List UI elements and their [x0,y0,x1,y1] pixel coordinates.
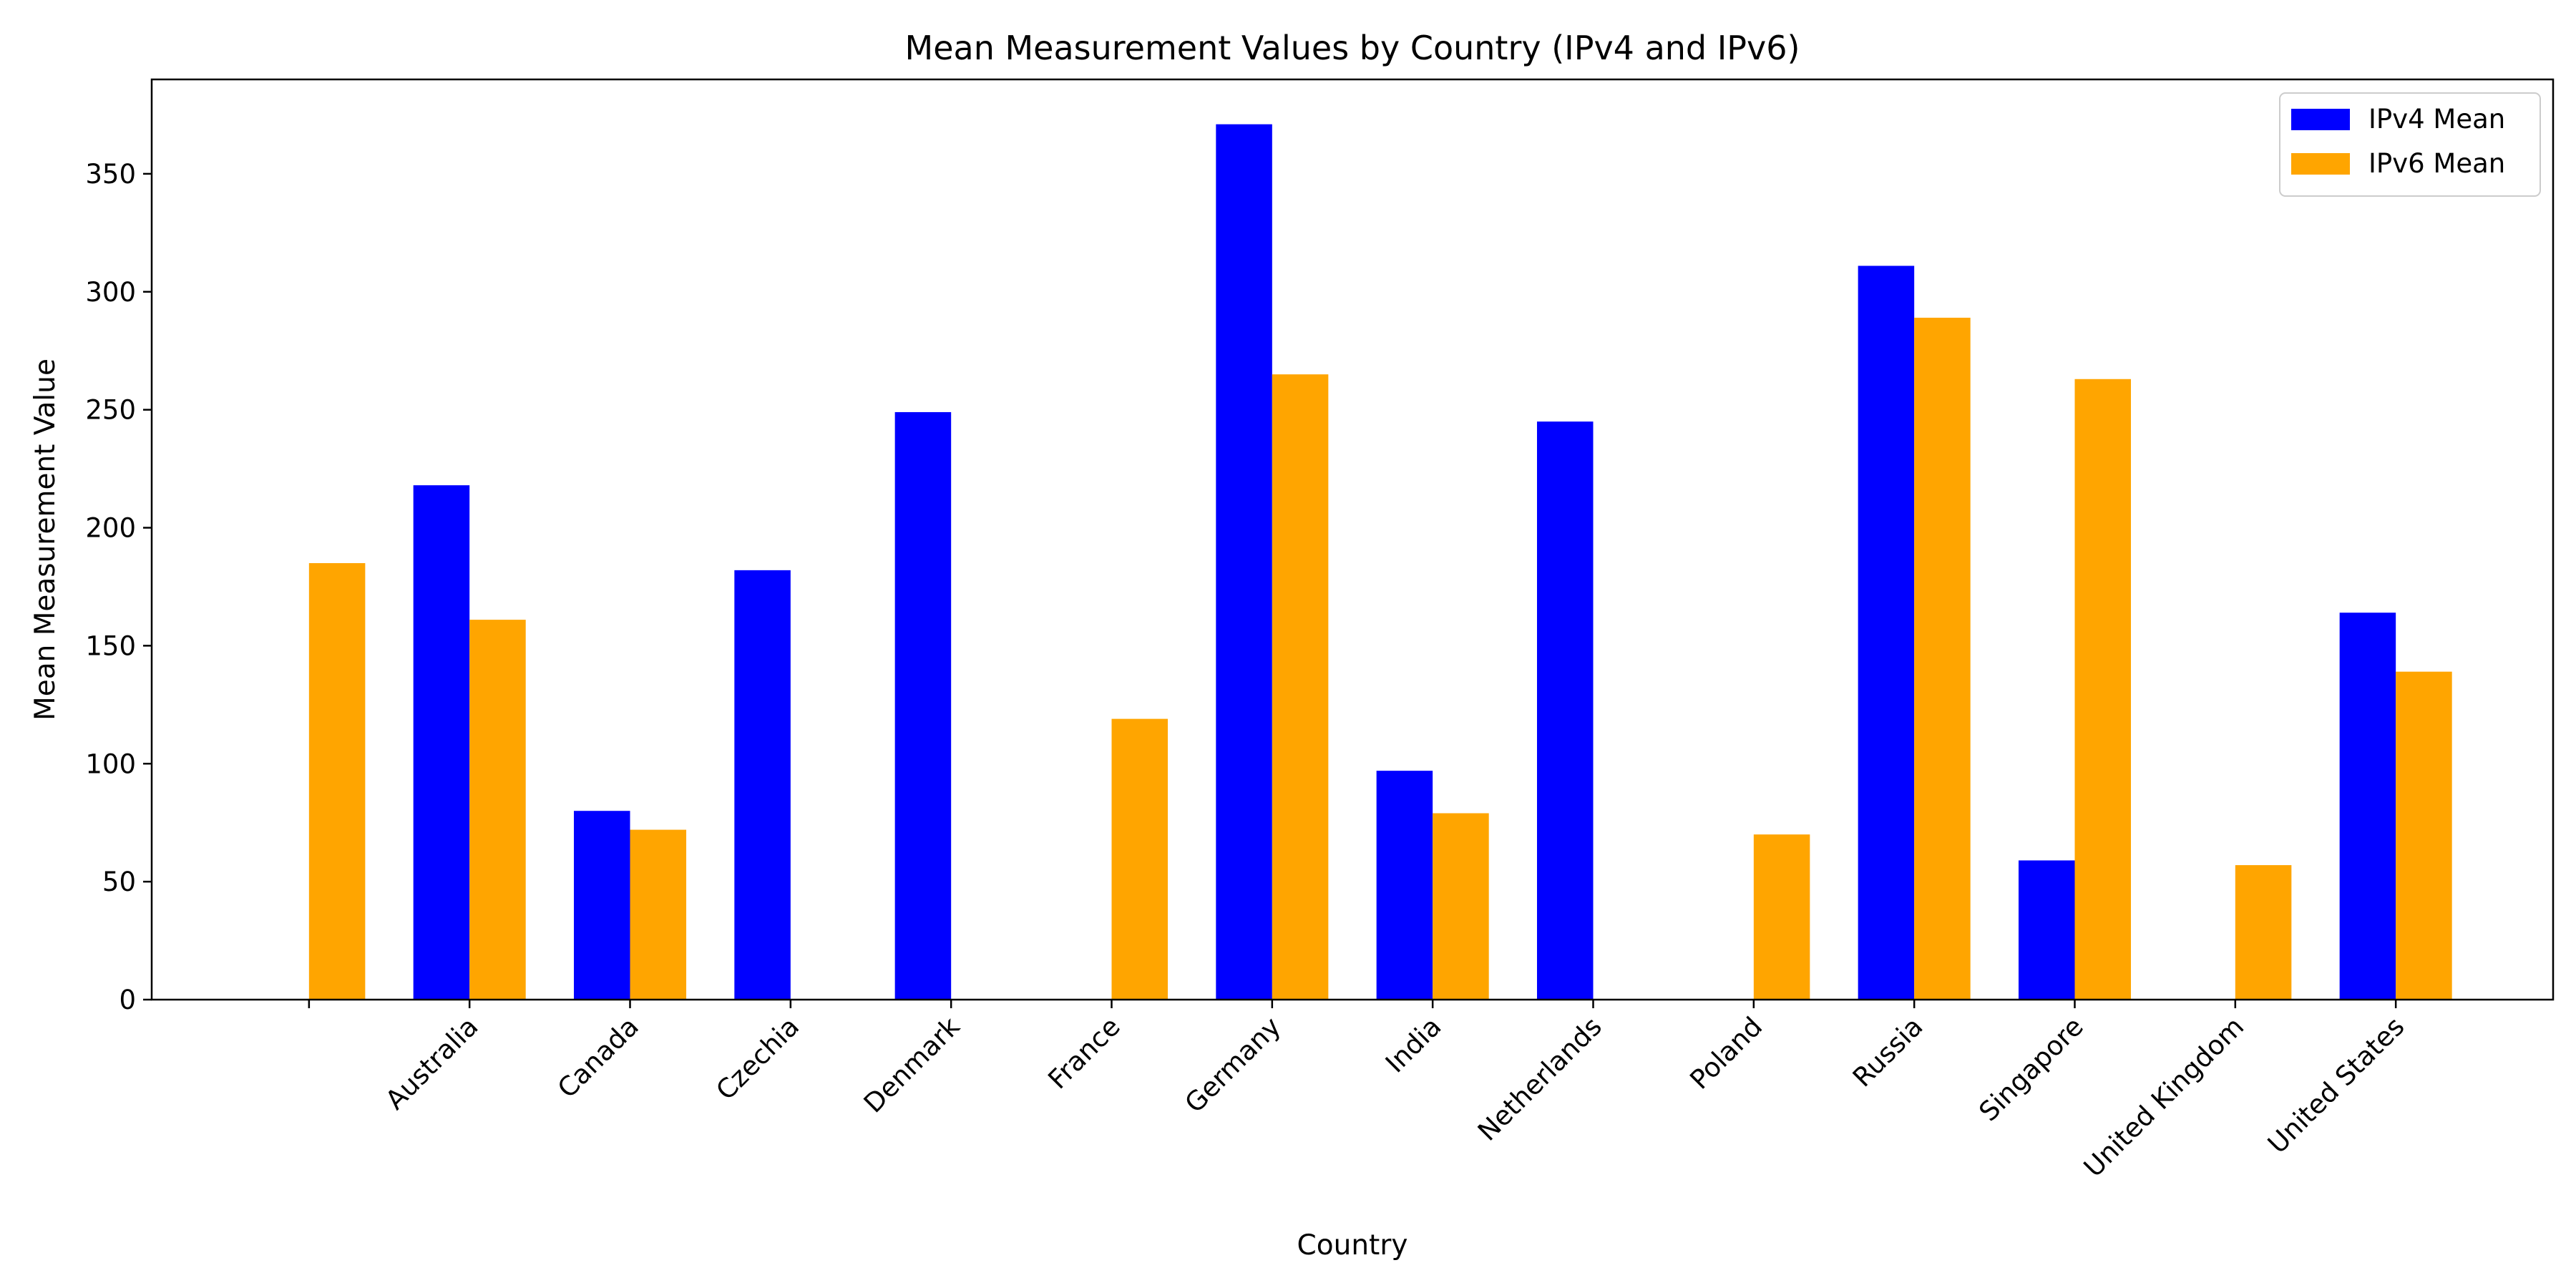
bar-ipv4-singapore [2018,860,2075,1000]
bar-ipv4-netherlands [1536,421,1594,1000]
bar-ipv6-united-kingdom [2235,865,2292,1000]
legend-label: IPv4 Mean [2368,104,2505,135]
y-tick-label: 200 [85,513,136,544]
legend-swatch [2291,153,2350,175]
y-tick-label: 100 [85,748,136,779]
bar-ipv4-united-states [2339,613,2396,1000]
chart-title: Mean Measurement Values by Country (IPv4… [905,29,1800,67]
bar-ipv6-canada [630,829,687,1000]
bar-ipv6-poland [1753,834,1810,1000]
plot-frame [150,78,2555,1001]
legend-label: IPv6 Mean [2368,148,2505,179]
bar-ipv6-germany [1272,374,1329,1000]
plot-area [308,124,2452,1000]
bar-ipv6-singapore [2074,379,2132,1000]
bar-ipv6-united-states [2396,671,2452,1000]
y-tick-label: 350 [85,159,136,190]
y-axis-title: Mean Measurement Value [29,358,62,721]
y-tick-label: 0 [119,985,136,1015]
bar-ipv4-australia [413,485,470,1000]
bar-ipv6-france [1111,718,1169,1000]
x-axis-title: Country [1297,1229,1408,1262]
bar-ipv4-india [1376,771,1433,1000]
bar-ipv6-india [1433,813,1489,1000]
legend: IPv4 Mean IPv6 Mean [2279,92,2541,197]
bar-ipv6-australia [469,620,526,1000]
y-tick-label: 300 [85,277,136,308]
legend-swatch [2291,109,2350,130]
bar-ipv6-blank [308,562,366,1000]
y-tick-label: 250 [85,395,136,426]
bar-ipv4-czechia [734,570,791,1000]
bar-ipv4-canada [573,811,630,1000]
y-axis-ticks: 0 50 100 150 200 250 300 350 [85,159,152,1015]
y-tick-label: 150 [85,630,136,661]
bar-ipv4-russia [1858,265,1915,1000]
bar-ipv6-russia [1914,318,1971,1000]
y-tick-label: 50 [102,867,136,897]
bar-ipv4-germany [1216,124,1272,1000]
bar-ipv4-denmark [894,411,952,1000]
